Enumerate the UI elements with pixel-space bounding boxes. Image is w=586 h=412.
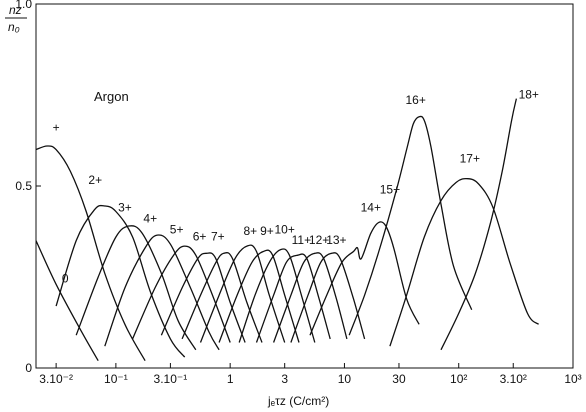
series-label-11plus: 11+ — [292, 233, 311, 247]
x-axis-label: jₑτz (C/cm²) — [267, 394, 329, 408]
series-label-6plus: 6+ — [193, 230, 207, 244]
y-axis-label-denominator: n₀ — [8, 20, 20, 34]
series-label-18plus: 18+ — [519, 88, 539, 102]
series-curve-8plus — [199, 244, 286, 343]
x-axis: 3.10⁻² 10⁻¹ 3.10⁻¹ 1 3 10 30 10² 3.10² 10³ — [39, 363, 582, 386]
series-curve-13plus — [290, 252, 366, 343]
y-axis-label-numerator: nz — [9, 3, 22, 17]
series-curve-9plus — [218, 249, 300, 343]
x-tick-label: 3.10² — [500, 372, 527, 386]
series-curve-10plus — [238, 248, 316, 343]
series-label-7plus: 7+ — [211, 230, 225, 244]
series-label-12plus: 12+ — [309, 233, 329, 247]
x-tick-label: 30 — [392, 372, 406, 386]
series-curve-7plus — [181, 251, 263, 343]
y-tick-label: 1.0 — [15, 0, 32, 11]
x-tick-label: 3 — [281, 372, 288, 386]
y-tick-label: 0 — [25, 361, 32, 375]
series-curve-15plus — [348, 115, 473, 336]
series-curve-3plus — [75, 225, 197, 351]
series-curve-17plus — [440, 98, 518, 351]
series-curve-14plus — [309, 221, 420, 336]
plot-frame — [35, 3, 574, 369]
series-label-4plus: 4+ — [143, 211, 157, 225]
series-label-5plus: 5+ — [170, 222, 184, 236]
series-label-16plus: 16+ — [405, 93, 425, 107]
series-label-8plus: 8+ — [243, 224, 257, 238]
x-tick-label: 10³ — [564, 372, 581, 386]
x-tick-label: 10 — [338, 372, 352, 386]
y-axis-label: nz n₀ — [5, 3, 27, 34]
x-tick-label: 3.10⁻¹ — [154, 372, 188, 386]
series-label-13plus: 13+ — [326, 233, 346, 247]
series-curves — [35, 98, 540, 362]
series-curve-plus — [35, 145, 146, 362]
series-curve-0 — [35, 240, 99, 362]
series-label-2plus: 2+ — [88, 173, 102, 187]
series-label-3plus: 3+ — [118, 200, 132, 214]
y-tick-label: 0.5 — [15, 179, 32, 193]
series-labels: 0 +2+ 3+ 4+ 5+ 6+ 7+ 8+ 9+ 10+11+12+13+ 14+ 15+ 16+ 1… — [53, 88, 539, 286]
x-tick-label: 1 — [227, 372, 234, 386]
x-tick-label: 3.10⁻² — [39, 372, 73, 386]
series-label-9plus: 9+ — [260, 224, 274, 238]
series-curve-11plus — [255, 253, 331, 343]
argon-annotation: Argon — [94, 89, 129, 104]
x-tick-label: 10⁻¹ — [104, 372, 128, 386]
series-curve-5plus — [132, 245, 231, 343]
series-curve-4plus — [104, 234, 220, 351]
series-label-17plus: 17+ — [460, 151, 480, 165]
y-axis: 0 0.5 1.0 — [15, 0, 41, 375]
series-curve-2plus — [55, 204, 186, 358]
series-curve-16plus — [389, 177, 540, 347]
series-label-10plus: 10+ — [275, 222, 295, 236]
x-tick-label: 10² — [450, 372, 467, 386]
series-label-plus: + — [53, 120, 60, 134]
series-curve-12plus — [272, 252, 348, 343]
series-label-14plus: 14+ — [361, 200, 381, 214]
series-label-15plus: 15+ — [380, 182, 400, 196]
series-curve-6plus — [160, 252, 246, 343]
series-label-0: 0 — [62, 271, 69, 285]
